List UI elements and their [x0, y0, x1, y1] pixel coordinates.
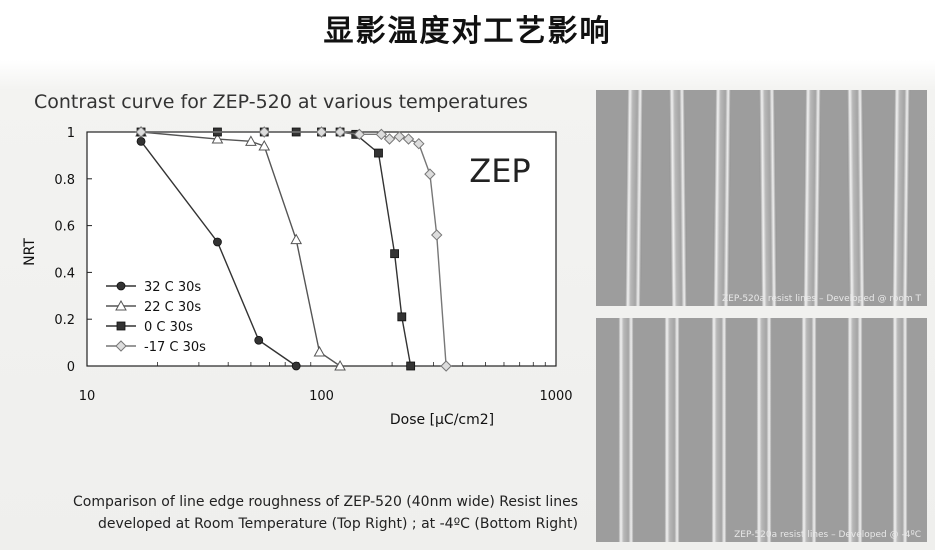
data-point [390, 249, 400, 259]
data-point [440, 360, 452, 372]
data-point [315, 126, 328, 138]
resist-line [846, 90, 866, 306]
legend-label: -17 C 30s [144, 340, 206, 355]
legend-label: 22 C 30s [144, 300, 201, 315]
data-point [375, 128, 388, 141]
caption-line-1: Comparison of line edge roughness of ZEP… [73, 494, 578, 510]
resist-line [756, 318, 772, 542]
data-point [334, 126, 346, 138]
caption: Comparison of line edge roughness of ZEP… [0, 491, 578, 535]
data-point [258, 140, 271, 151]
data-point [211, 132, 224, 144]
data-point [334, 359, 346, 371]
sem-image-bottom-label: ZEP-520a resist lines – Developed @ -4ºC [734, 530, 921, 540]
x-tick-label: 1000 [539, 389, 572, 404]
y-tick-label: 1 [67, 126, 75, 141]
resist-line [802, 90, 822, 306]
x-tick-label: 10 [79, 389, 96, 404]
legend-marker [115, 299, 127, 311]
y-tick-label: 0.6 [54, 220, 75, 235]
legend-marker [116, 321, 126, 331]
data-point [254, 335, 264, 345]
resist-line [624, 90, 644, 306]
plot-area [86, 131, 557, 367]
legend-marker [115, 340, 127, 352]
resist-line [847, 318, 863, 542]
x-axis-label: Dose [µC/cm2] [390, 412, 494, 428]
resist-line [618, 318, 634, 542]
data-point [313, 345, 326, 357]
data-point [135, 126, 147, 138]
resist-line [892, 318, 908, 542]
data-point [136, 136, 146, 146]
slide-title: 显影温度对工艺影响 [323, 14, 612, 49]
contrast-curve-chart: 10 100 1000 0 0.2 0.4 0.6 0.8 1 Dose [µC/cm2] NRT Z… [22, 125, 573, 428]
resist-line [668, 90, 688, 306]
data-point [402, 133, 415, 145]
resist-line [891, 90, 911, 306]
data-point [393, 130, 406, 143]
data-point [245, 135, 257, 146]
sem-image-room-temperature: ZEP-520a resist lines – Developed @ room… [596, 90, 927, 306]
data-point [383, 133, 396, 145]
data-point [353, 128, 366, 141]
resist-line [758, 90, 778, 306]
y-tick-label: 0.2 [54, 313, 75, 328]
y-tick-label: 0.8 [54, 173, 75, 188]
data-point [424, 168, 436, 180]
legend-label: 0 C 30s [144, 320, 193, 335]
resist-line [711, 318, 727, 542]
legend-label: 32 C 30s [144, 280, 201, 295]
y-tick-label: 0.4 [54, 266, 75, 281]
y-axis-label: NRT [22, 238, 38, 266]
caption-line-2: developed at Room Temperature (Top Right… [97, 516, 578, 532]
chart-annotation: ZEP [469, 152, 530, 190]
data-point [406, 361, 416, 371]
y-tick-label: 0 [67, 360, 75, 375]
resist-line [712, 90, 732, 306]
chart-title: Contrast curve for ZEP-520 at various te… [34, 91, 528, 113]
data-point [431, 229, 443, 241]
legend-marker [116, 281, 126, 291]
series-line-1 [140, 140, 297, 367]
resist-line [801, 318, 817, 542]
data-point [291, 361, 301, 371]
data-point [213, 237, 222, 247]
data-point [258, 126, 270, 138]
data-point [374, 148, 383, 158]
data-point [413, 137, 425, 150]
resist-line [664, 318, 680, 542]
sem-image-top-label: ZEP-520a resist lines – Developed @ room… [721, 294, 921, 304]
sem-image-minus-4c: ZEP-520a resist lines – Developed @ -4ºC [596, 318, 927, 542]
x-tick-label: 100 [309, 389, 334, 404]
data-point [290, 233, 303, 245]
data-point [397, 312, 407, 322]
